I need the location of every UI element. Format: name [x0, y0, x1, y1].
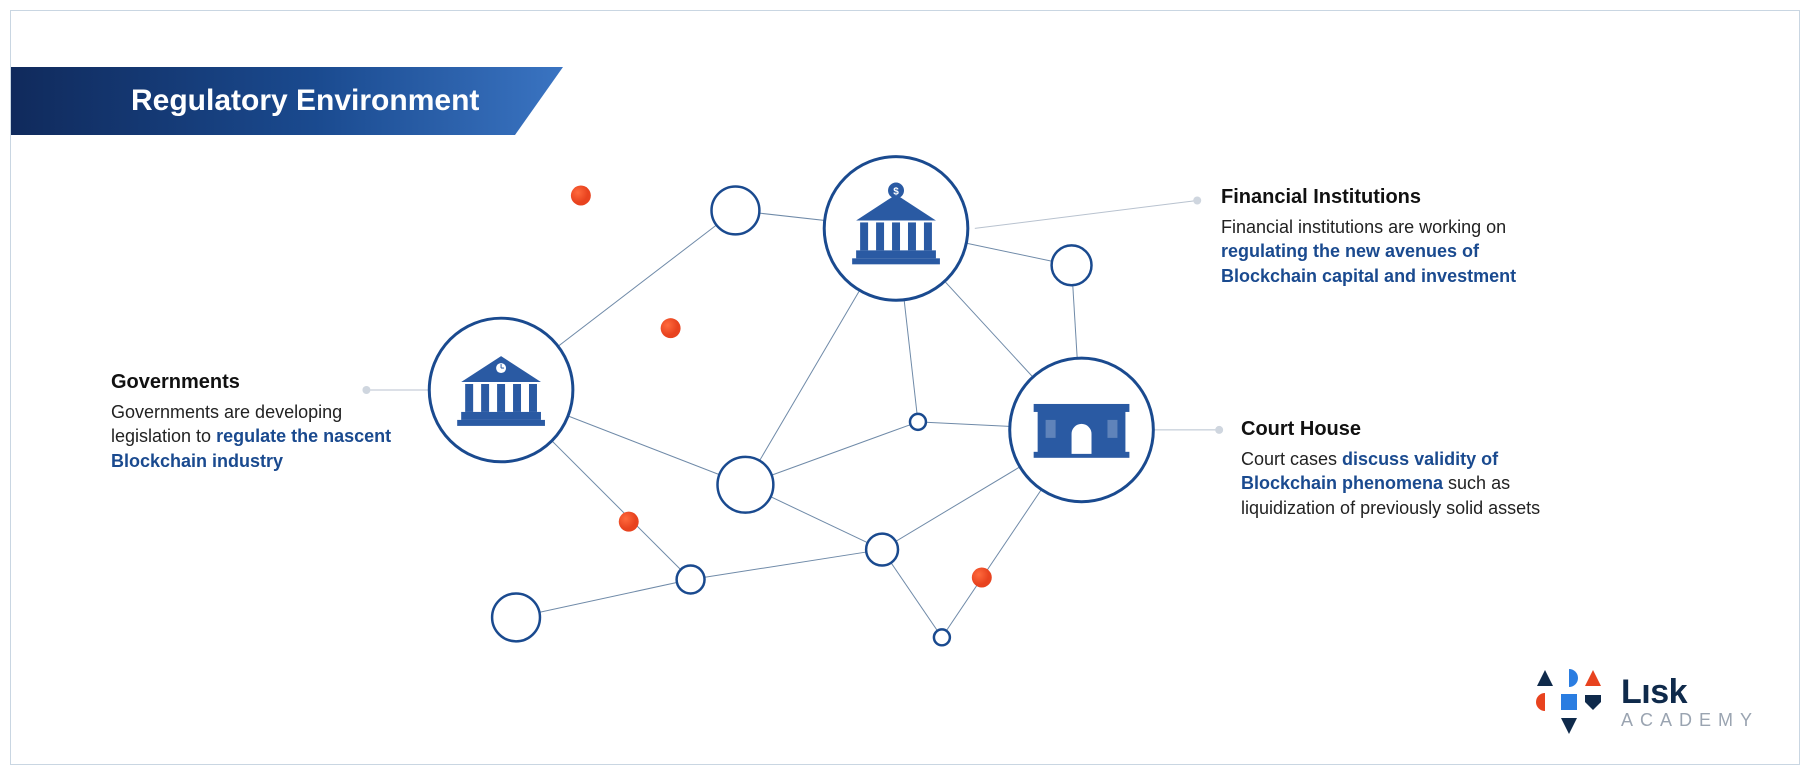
- courthouse-icon: [1034, 404, 1130, 458]
- callout-body: Court cases discuss validity of Blockcha…: [1241, 447, 1551, 520]
- brand-logo: Lısk ACADEMY: [1535, 668, 1759, 736]
- callout-title: Court House: [1241, 418, 1551, 441]
- infographic-frame: Regulatory Environment $ Governments Gov…: [10, 10, 1800, 765]
- callout-title: Financial Institutions: [1221, 186, 1531, 209]
- callout-financial: Financial Institutions Financial institu…: [1221, 186, 1531, 288]
- logo-text: Lısk ACADEMY: [1621, 675, 1759, 729]
- logo-shapes-icon: [1535, 668, 1603, 736]
- callout-governments: Governments Governments are developing l…: [111, 371, 421, 473]
- callout-courthouse: Court House Court cases discuss validity…: [1241, 418, 1551, 520]
- svg-text:$: $: [893, 187, 899, 198]
- callout-body: Financial institutions are working on re…: [1221, 215, 1531, 288]
- callout-title: Governments: [111, 371, 421, 394]
- callout-body: Governments are developing legislation t…: [111, 400, 421, 473]
